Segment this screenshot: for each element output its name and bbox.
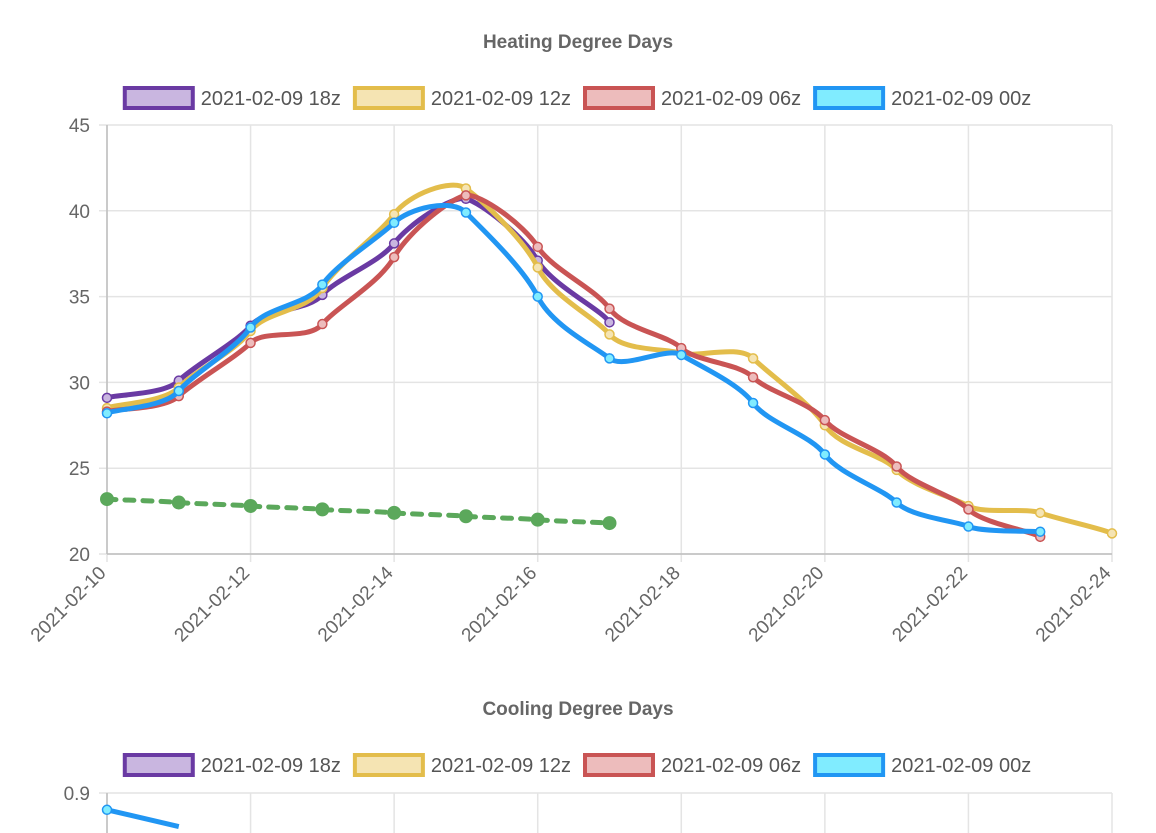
x-axis-ticks: 2021-02-10 2021-02-12 2021-02-14 2021-02-16… <box>27 562 1116 646</box>
data-point <box>891 461 902 472</box>
x-tick-label: 2021-02-20 <box>745 563 829 647</box>
legend-label: 2021-02-09 06z <box>661 755 801 777</box>
x-tick-label: 2021-02-16 <box>458 563 542 647</box>
data-point <box>101 392 113 404</box>
legend-swatch <box>352 753 425 777</box>
data-point <box>315 502 330 517</box>
series-layer <box>101 804 180 830</box>
legend-label: 2021-02-09 00z <box>891 755 1031 777</box>
legend-swatch <box>352 86 425 110</box>
x-tick-label: 2021-02-22 <box>888 563 972 647</box>
data-point <box>963 521 974 532</box>
heating-degree-days-chart: Heating Degree Days 2021-02-09 18z 2021-0… <box>27 32 1118 646</box>
series-layer <box>100 182 1118 543</box>
legend-swatch <box>583 753 655 777</box>
data-point <box>1034 507 1046 519</box>
data-point <box>100 492 114 507</box>
data-point <box>387 505 402 520</box>
data-point <box>963 504 974 515</box>
legend-swatch <box>813 86 886 110</box>
x-tick-label: 2021-02-14 <box>314 562 398 646</box>
y-tick-label: 20 <box>69 545 90 566</box>
chart-title: Heating Degree Days <box>483 32 673 53</box>
legend-label: 2021-02-09 18z <box>201 88 341 110</box>
data-point <box>460 190 472 201</box>
grid <box>99 792 1113 833</box>
data-point <box>245 322 256 333</box>
data-point <box>604 317 615 328</box>
data-point <box>460 207 472 218</box>
data-point <box>819 449 831 460</box>
y-axis-ticks: 45 40 35 30 25 20 <box>69 116 90 566</box>
data-point <box>317 318 328 330</box>
legend-swatch <box>813 753 886 777</box>
x-tick-label: 2021-02-24 <box>1032 562 1116 646</box>
data-point <box>173 385 185 397</box>
data-point <box>171 495 186 510</box>
legend-label: 2021-02-09 18z <box>201 755 341 777</box>
series-line <box>104 196 612 401</box>
series-line <box>104 203 1043 535</box>
chart-title: Cooling Degree Days <box>482 699 673 720</box>
data-point <box>676 349 687 361</box>
data-point <box>530 512 545 527</box>
data-point <box>602 516 617 531</box>
data-point <box>317 279 328 290</box>
data-point <box>604 353 615 364</box>
x-tick-label: 2021-02-10 <box>27 563 111 647</box>
data-point <box>819 414 831 426</box>
cooling-degree-days-chart: Cooling Degree Days 2021-02-09 18z 2021-0… <box>64 699 1113 833</box>
data-point <box>532 262 543 273</box>
data-point <box>101 408 113 419</box>
data-point <box>891 497 902 508</box>
data-point <box>747 353 759 364</box>
y-tick-label: 25 <box>69 459 90 480</box>
legend-label: 2021-02-09 12z <box>431 755 571 777</box>
data-point <box>388 238 400 249</box>
legend-label: 2021-02-09 00z <box>891 88 1031 110</box>
legend-label: 2021-02-09 12z <box>431 88 571 110</box>
data-point <box>532 291 543 302</box>
data-point <box>458 509 473 524</box>
data-point <box>532 241 543 253</box>
legend: 2021-02-09 18z 2021-02-09 12z 2021-02-09 0… <box>122 753 1031 777</box>
x-tick-label: 2021-02-12 <box>171 563 255 647</box>
data-point <box>604 303 615 314</box>
data-point <box>243 498 258 513</box>
data-point <box>245 337 256 349</box>
legend: 2021-02-09 18z 2021-02-09 12z 2021-02-09 0… <box>122 86 1031 110</box>
y-axis-ticks: 0.9 <box>64 784 90 805</box>
data-point <box>388 217 400 229</box>
data-point <box>747 372 759 383</box>
data-point <box>747 397 759 409</box>
legend-swatch <box>122 86 195 110</box>
data-point <box>388 251 400 263</box>
data-point <box>101 804 113 816</box>
y-tick-label: 45 <box>69 116 90 137</box>
series-line <box>106 807 180 830</box>
y-tick-label: 40 <box>69 202 90 223</box>
series-line <box>104 192 1043 540</box>
data-point <box>1106 528 1118 539</box>
legend-swatch <box>583 86 655 110</box>
y-tick-label: 0.9 <box>64 784 90 805</box>
data-point <box>604 329 615 340</box>
y-tick-label: 35 <box>69 288 90 309</box>
x-tick-label: 2021-02-18 <box>601 563 685 647</box>
legend-swatch <box>122 753 195 777</box>
data-point <box>1034 526 1046 537</box>
legend-label: 2021-02-09 06z <box>661 88 801 110</box>
y-tick-label: 30 <box>69 373 90 394</box>
grid <box>99 124 1113 562</box>
